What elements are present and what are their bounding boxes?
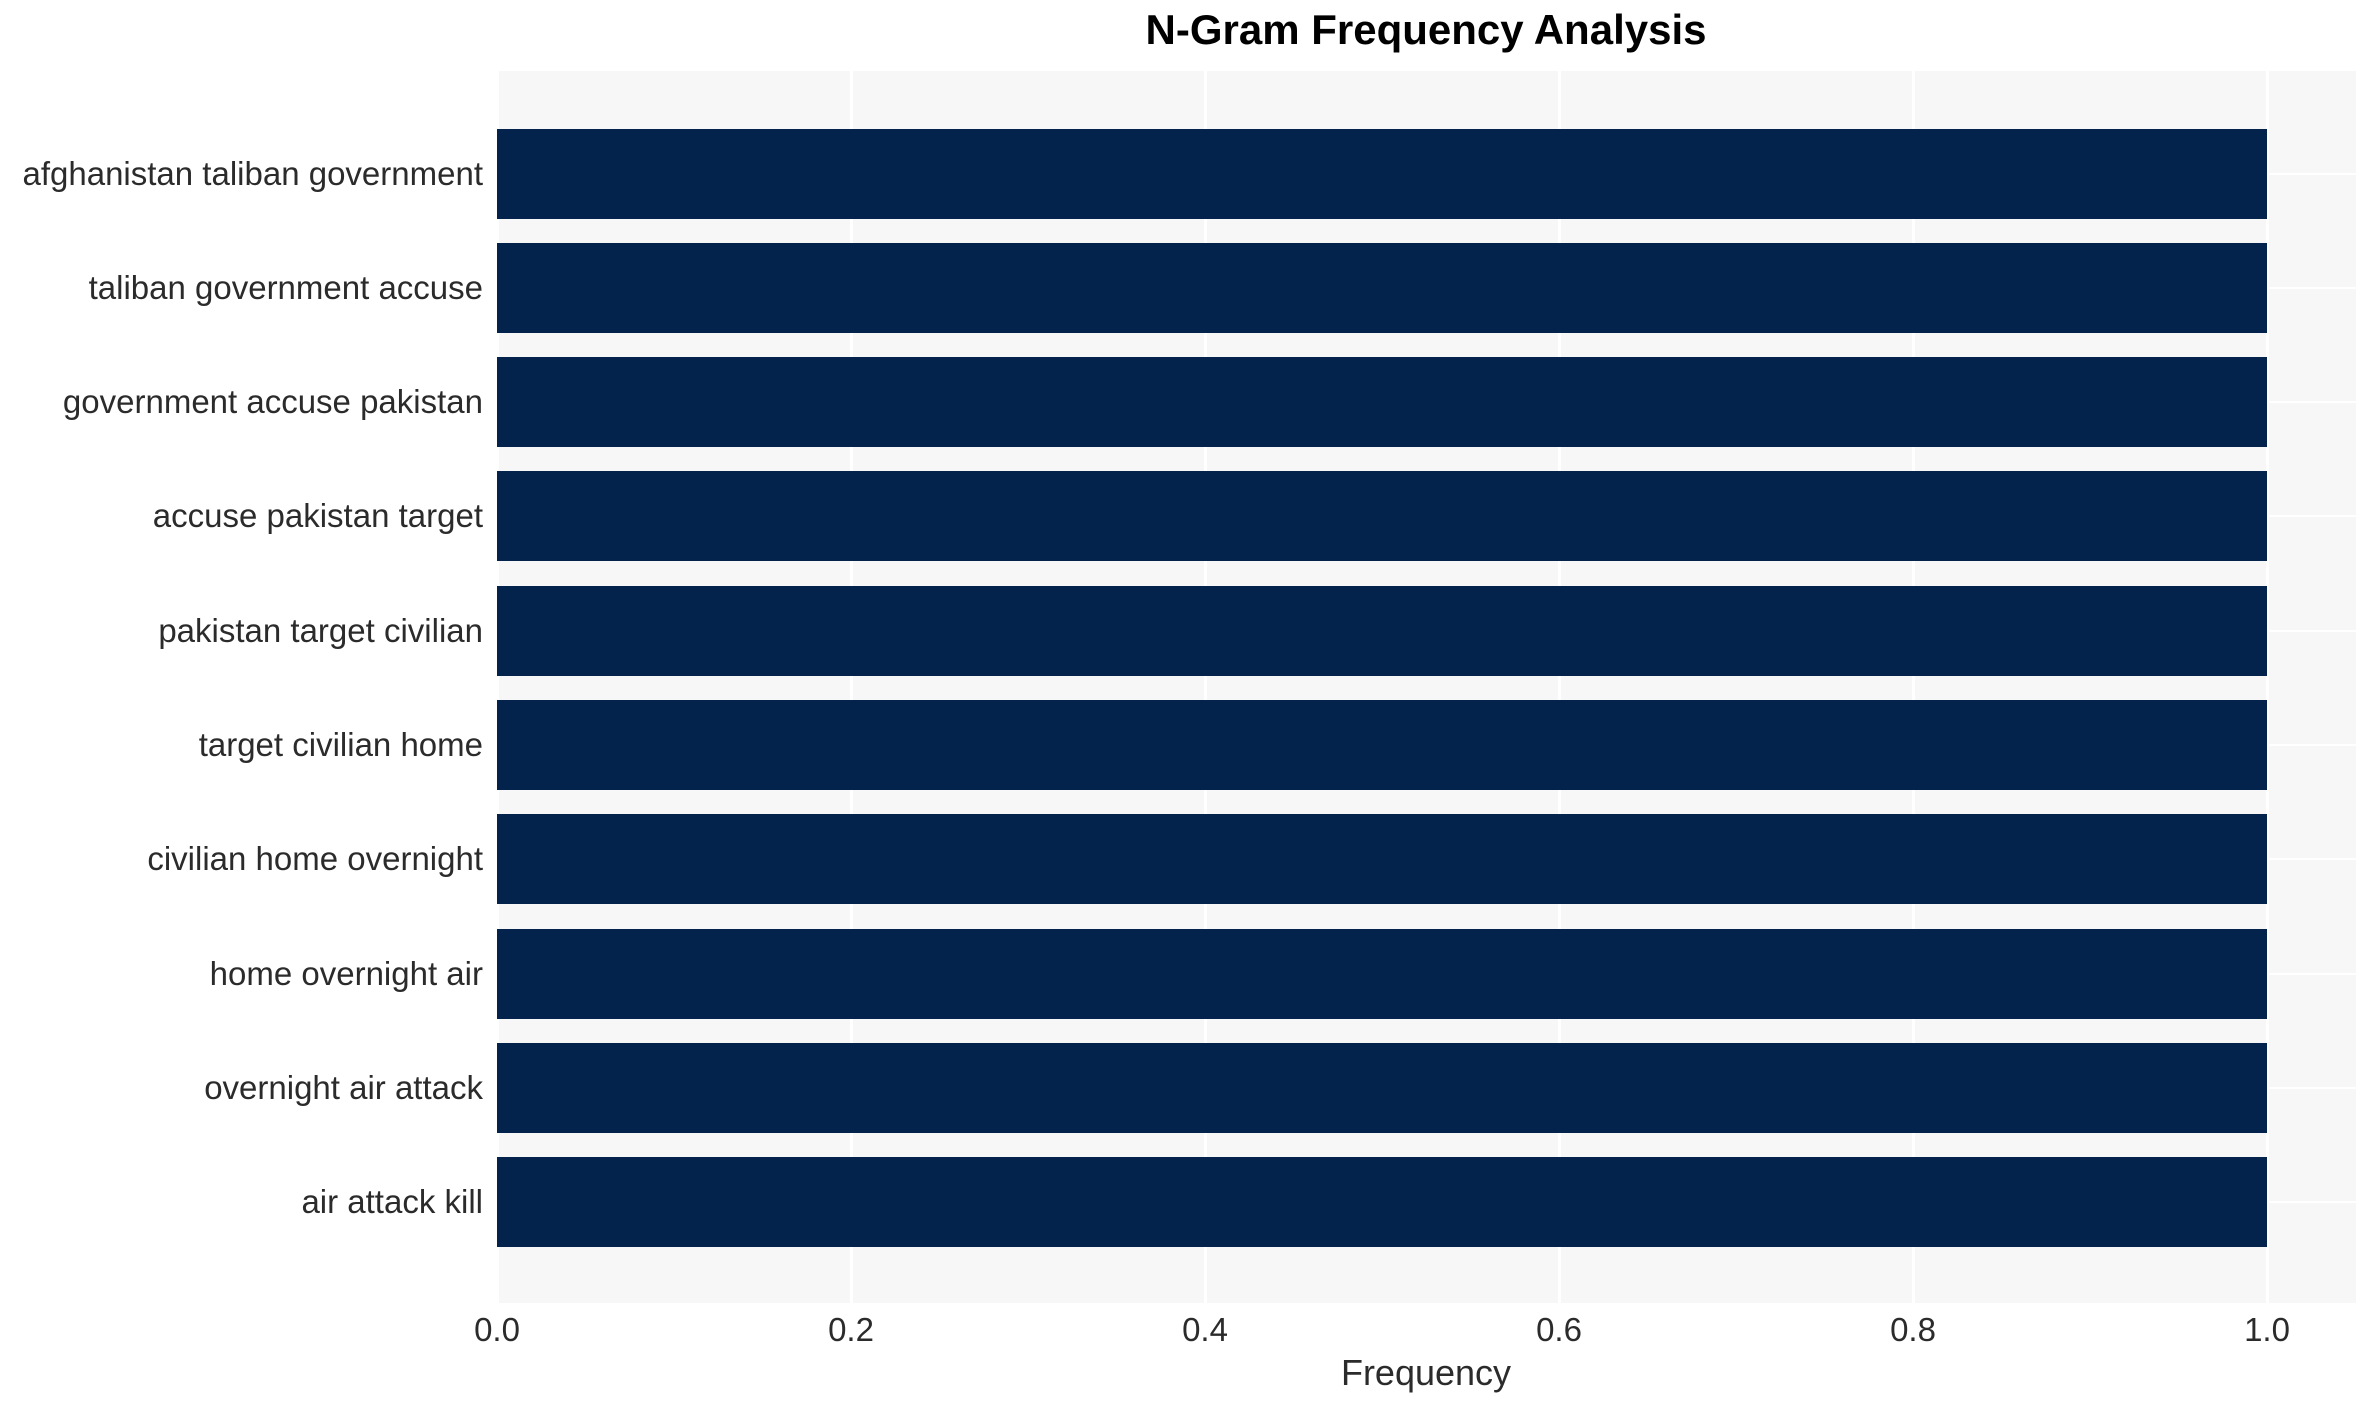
y-tick-label: pakistan target civilian — [158, 611, 483, 649]
bar — [497, 928, 2267, 1019]
vertical-gridline — [1558, 71, 1561, 1303]
y-tick-label: civilian home overnight — [147, 840, 483, 878]
bar — [497, 814, 2267, 905]
y-axis-labels: afghanistan taliban government taliban go… — [0, 0, 484, 1402]
vertical-gridline — [1204, 71, 1207, 1303]
bar — [497, 1157, 2267, 1248]
y-tick-label: overnight air attack — [204, 1068, 483, 1106]
plot-area — [497, 71, 2356, 1303]
vertical-gridline — [1912, 71, 1915, 1303]
chart-title: N-Gram Frequency Analysis — [1145, 6, 1707, 53]
vertical-gridline — [850, 71, 853, 1303]
x-tick-label: 1.0 — [2244, 1311, 2290, 1348]
bar — [497, 357, 2267, 448]
bar — [497, 471, 2267, 562]
bar — [497, 242, 2267, 333]
y-tick-label: accuse pakistan target — [152, 497, 483, 535]
vertical-gridline — [2266, 71, 2269, 1303]
y-tick-label: air attack kill — [301, 1183, 483, 1221]
x-tick-label: 0.2 — [828, 1311, 874, 1348]
bar — [497, 585, 2267, 676]
y-tick-label: government accuse pakistan — [62, 383, 483, 421]
x-axis-label: Frequency — [1340, 1352, 1512, 1393]
y-tick-label: afghanistan taliban government — [22, 154, 484, 192]
x-tick-label: 0.6 — [1536, 1311, 1582, 1348]
y-tick-label: home overnight air — [209, 954, 483, 992]
bar — [497, 1042, 2267, 1133]
x-tick-label: 0.4 — [1182, 1311, 1228, 1348]
y-tick-label: target civilian home — [198, 726, 483, 763]
bar — [497, 700, 2267, 790]
x-tick-label: 0.8 — [1890, 1311, 1936, 1348]
bar — [497, 128, 2267, 219]
y-tick-label: taliban government accuse — [88, 268, 483, 306]
vertical-gridline — [497, 71, 499, 1303]
